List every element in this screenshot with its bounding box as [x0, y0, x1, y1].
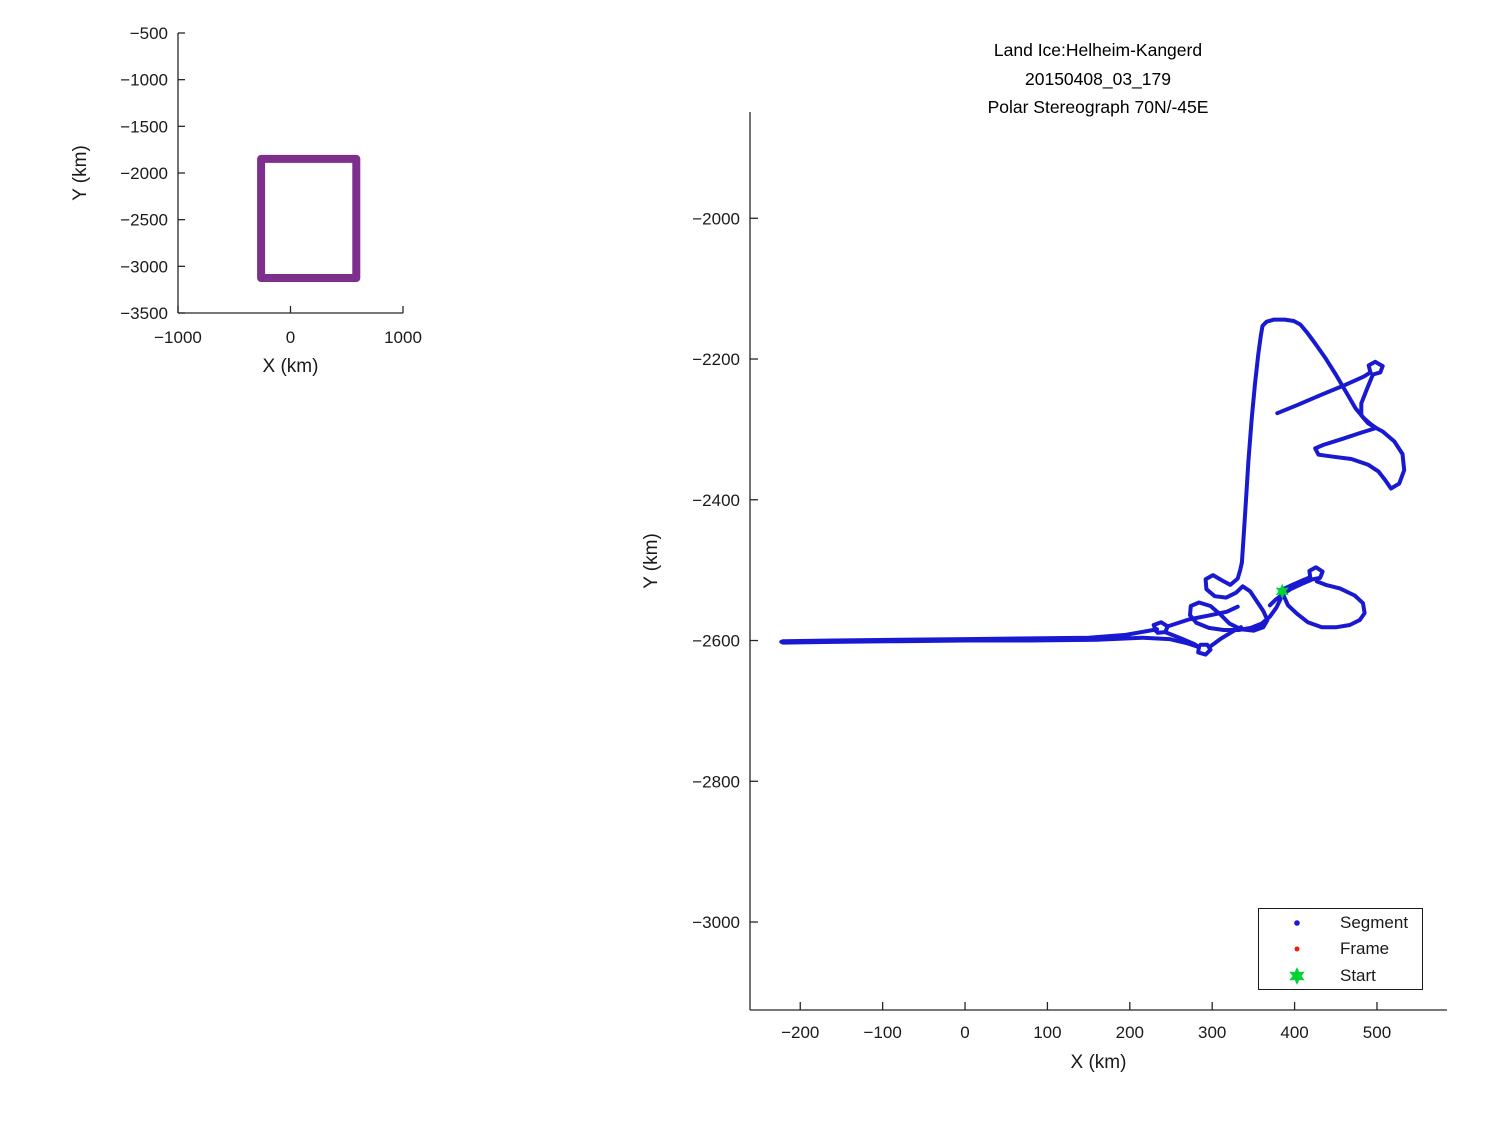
y-tick-label: −2500: [120, 211, 168, 230]
y-tick-label: −3000: [692, 913, 740, 932]
y-tick-label: −2200: [692, 350, 740, 369]
y-tick-label: −2400: [692, 491, 740, 510]
segment-track-path: [1239, 317, 1379, 565]
segment-track-path: [1163, 630, 1201, 649]
main-plot: −200 −100 0 100 200 300 400 500 −2000 −2200 −2400 −…: [641, 112, 1447, 1073]
overview-plot: −1000 0 1000 −500 −1000 −1500 −2000 −2500 −3000 −…: [70, 24, 422, 377]
legend-label-start: Start: [1340, 965, 1376, 985]
legend-item-start: Start: [1259, 963, 1422, 989]
y-tick-label: −3000: [120, 257, 168, 276]
figure-title: Land Ice:Helheim-Kangerd 20150408_03_179…: [848, 36, 1348, 122]
y-tick-label: −1500: [120, 117, 168, 136]
coverage-outline-path: [257, 154, 361, 282]
segment-track-path: [1196, 642, 1213, 657]
x-tick-label: 1000: [384, 328, 422, 347]
segment-track-path: [1267, 565, 1325, 608]
frame-dot-icon: [1259, 939, 1335, 959]
legend-label-frame: Frame: [1340, 939, 1390, 958]
y-tick-label: −2000: [692, 209, 740, 228]
x-tick-label: 300: [1198, 1023, 1226, 1042]
x-tick-label: 400: [1280, 1023, 1308, 1042]
segment-track-path: [1366, 359, 1385, 377]
title-line-3: Polar Stereograph 70N/-45E: [987, 97, 1209, 117]
legend-label-segment: Segment: [1340, 912, 1409, 932]
segment-track-path: [1313, 426, 1407, 491]
x-tick-label: 500: [1363, 1023, 1391, 1042]
segment-dot-icon: [1259, 913, 1335, 933]
legend-item-segment: Segment: [1259, 910, 1422, 936]
y-axis-label: Y (km): [641, 533, 662, 589]
x-tick-label: 0: [960, 1023, 969, 1042]
x-tick-label: −200: [781, 1023, 819, 1042]
y-axis-label: Y (km): [70, 145, 91, 201]
start-point-marker: [1275, 583, 1289, 599]
x-tick-label: 100: [1033, 1023, 1061, 1042]
segment-track-path: [1165, 604, 1240, 629]
segment-track-path: [1281, 579, 1367, 630]
legend-item-frame: Frame: [1259, 936, 1422, 962]
title-line-2: 20150408_03_179: [1025, 68, 1171, 89]
title-line-1: Land Ice:Helheim-Kangerd: [993, 40, 1203, 60]
x-axis-label: X (km): [263, 356, 319, 377]
y-tick-label: −2600: [692, 632, 740, 651]
x-tick-label: −1000: [154, 328, 202, 347]
segment-track-path: [779, 627, 1201, 649]
x-tick-label: 0: [286, 328, 295, 347]
y-tick-label: −2800: [692, 772, 740, 791]
y-tick-label: −1000: [120, 71, 168, 90]
start-hexagram-icon: [1259, 966, 1335, 986]
segment-track-path: [1275, 370, 1373, 416]
y-tick-label: −2000: [120, 164, 168, 183]
x-axis-label: X (km): [1071, 1052, 1127, 1073]
segment-track-path: [1359, 372, 1379, 430]
y-tick-label: −500: [130, 24, 168, 43]
x-tick-label: 200: [1116, 1023, 1144, 1042]
y-tick-label: −3500: [120, 304, 168, 323]
x-tick-label: −100: [863, 1023, 901, 1042]
legend: Segment Frame Start: [1258, 908, 1423, 990]
segment-track-path: [1188, 560, 1285, 633]
